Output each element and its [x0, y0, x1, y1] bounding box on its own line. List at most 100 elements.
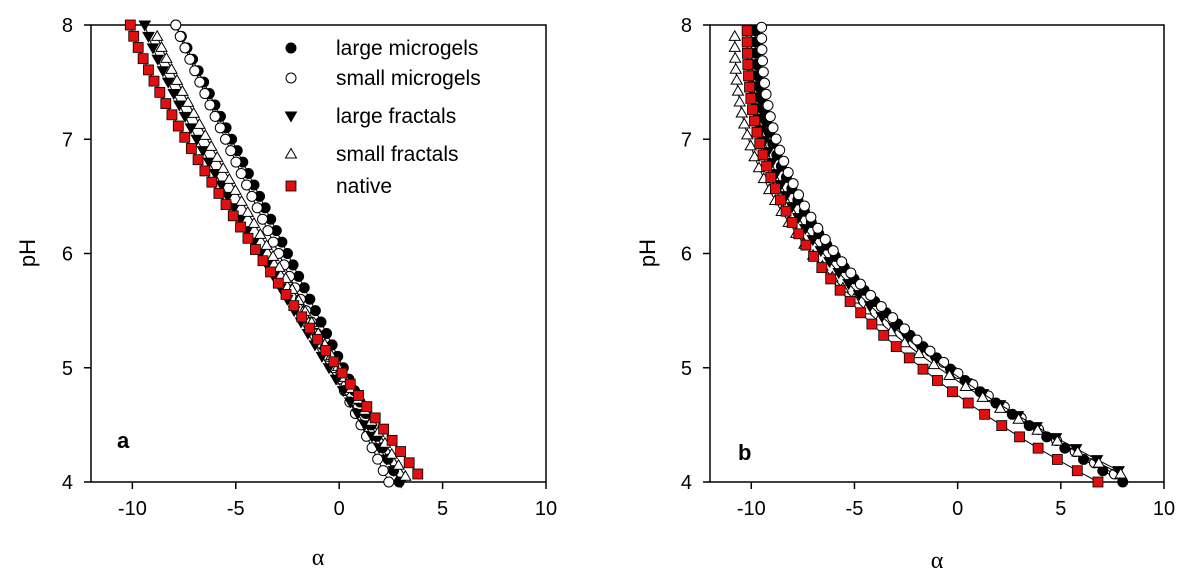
data-point-small-microgels-b	[887, 312, 899, 324]
data-point-small-fractals-b	[731, 84, 745, 96]
data-point-native-b	[962, 397, 974, 409]
data-point-small-microgels-b	[865, 289, 877, 301]
data-point-small-microgels-b	[760, 88, 772, 100]
data-point-small-fractals-b	[1092, 456, 1106, 468]
y-tick-label-a: 4	[62, 472, 73, 494]
data-point-large-microgels-a	[315, 316, 327, 328]
ticks-a: -10 -5 0 5 10 4 5 6 7 8	[62, 15, 557, 520]
data-point-small-fractals-a	[392, 458, 405, 470]
data-point-small-microgels-b	[836, 256, 848, 268]
legend: large microgels small microgels large fr…	[284, 37, 481, 198]
data-point-small-fractals-a	[160, 51, 173, 63]
data-point-large-fractals-a	[151, 54, 165, 66]
data-point-large-fractals-a	[196, 146, 210, 158]
data-point-native-a	[272, 277, 284, 289]
data-point-small-fractals-a	[155, 40, 168, 52]
legend-label-native: native	[336, 175, 392, 198]
data-point-native-a	[154, 86, 166, 98]
y-tick-label-b: 5	[681, 358, 692, 380]
data-point-native-a	[353, 390, 364, 401]
data-point-small-microgels-b	[898, 323, 910, 335]
legend-label-small-fractals: small fractals	[336, 143, 459, 166]
data-point-native-a	[312, 333, 324, 345]
data-point-large-fractals-a	[167, 89, 181, 101]
data-point-small-microgels-a	[225, 145, 237, 157]
data-point-large-microgels-a	[293, 270, 305, 282]
data-point-small-microgels-b	[756, 32, 768, 44]
legend-symbol-small-fractals	[284, 147, 298, 159]
data-points-a	[124, 19, 424, 489]
data-point-small-microgels-b	[778, 155, 790, 167]
data-point-small-fractals-a	[198, 128, 212, 140]
y-tick-label-b: 6	[681, 244, 692, 266]
data-point-large-fractals-a	[190, 134, 204, 146]
data-point-native-a	[395, 446, 407, 457]
data-point-small-microgels-b	[757, 55, 769, 67]
data-point-small-fractals-a	[247, 216, 261, 228]
data-point-large-fractals-b	[832, 268, 846, 280]
y-tick-label-a: 7	[62, 129, 73, 151]
data-point-native-a	[132, 42, 144, 53]
data-point-small-fractals-b	[912, 347, 926, 359]
data-point-native-a	[235, 221, 246, 233]
data-point-small-microgels-a	[246, 190, 258, 202]
data-point-large-fractals-a	[138, 20, 152, 32]
data-point-native-b	[996, 420, 1008, 431]
data-point-native-a	[257, 255, 269, 267]
data-point-small-microgels-b	[762, 99, 774, 111]
data-point-small-microgels-b	[756, 21, 768, 33]
data-point-native-b	[890, 341, 902, 353]
data-point-small-fractals-a	[272, 260, 286, 272]
data-point-native-a	[242, 232, 254, 244]
data-point-small-fractals-a	[253, 227, 267, 239]
data-point-small-microgels-b	[764, 111, 776, 123]
data-point-small-fractals-a	[222, 172, 236, 184]
data-point-small-microgels-a	[184, 53, 196, 65]
data-point-native-a	[280, 289, 292, 300]
legend-symbol-large-fractals	[284, 111, 298, 123]
legend-symbol-native	[285, 180, 297, 192]
data-point-large-fractals-b	[863, 301, 877, 313]
data-point-native-a	[166, 109, 178, 121]
data-point-small-microgels-a	[189, 65, 201, 77]
data-point-native-b	[825, 273, 837, 285]
data-point-small-fractals-b	[730, 73, 744, 85]
data-point-native-b	[765, 171, 777, 183]
data-point-small-fractals-a	[398, 469, 412, 481]
data-point-small-fractals-b	[1012, 412, 1025, 424]
data-point-small-microgels-a	[383, 476, 395, 488]
data-point-native-a	[403, 457, 415, 469]
data-point-native-a	[199, 165, 211, 177]
data-point-small-microgels-a	[251, 202, 263, 214]
data-point-small-microgels-b	[759, 77, 771, 89]
data-point-small-microgels-b	[924, 345, 936, 357]
data-point-small-microgels-b	[787, 178, 799, 190]
data-point-small-fractals-b	[728, 29, 742, 41]
x-tick-label-b: 0	[952, 498, 963, 520]
data-point-native-a	[206, 176, 218, 188]
data-point-large-fractals-a	[142, 31, 155, 43]
data-point-small-microgels-a	[199, 88, 211, 100]
data-point-small-fractals-b	[744, 139, 758, 151]
data-point-native-a	[192, 154, 204, 166]
legend-label-small-microgels: small microgels	[336, 67, 481, 90]
data-point-small-fractals-a	[204, 139, 218, 151]
data-point-native-b	[917, 363, 929, 375]
data-point-small-fractals-a	[210, 150, 224, 162]
data-point-small-fractals-b	[735, 106, 749, 118]
legend-label-large-microgels: large microgels	[336, 37, 478, 60]
data-point-small-fractals-a	[216, 161, 230, 173]
x-tick-label-a: -5	[227, 498, 245, 520]
series-line-small-fractals-b	[734, 36, 1121, 475]
data-point-native-b	[747, 104, 758, 116]
data-point-native-b	[1051, 454, 1063, 465]
data-point-native-a	[328, 356, 340, 368]
data-point-native-b	[780, 205, 792, 217]
data-point-large-fractals-b	[852, 290, 866, 302]
data-point-small-fractals-b	[993, 401, 1007, 413]
data-point-small-fractals-a	[266, 249, 280, 261]
chart-panel-a: pH α a -10 -5 0 5 10 4 5 6 7 8	[15, 15, 557, 571]
data-point-native-a	[220, 199, 232, 211]
data-point-native-a	[378, 423, 390, 435]
data-point-native-b	[744, 81, 755, 93]
